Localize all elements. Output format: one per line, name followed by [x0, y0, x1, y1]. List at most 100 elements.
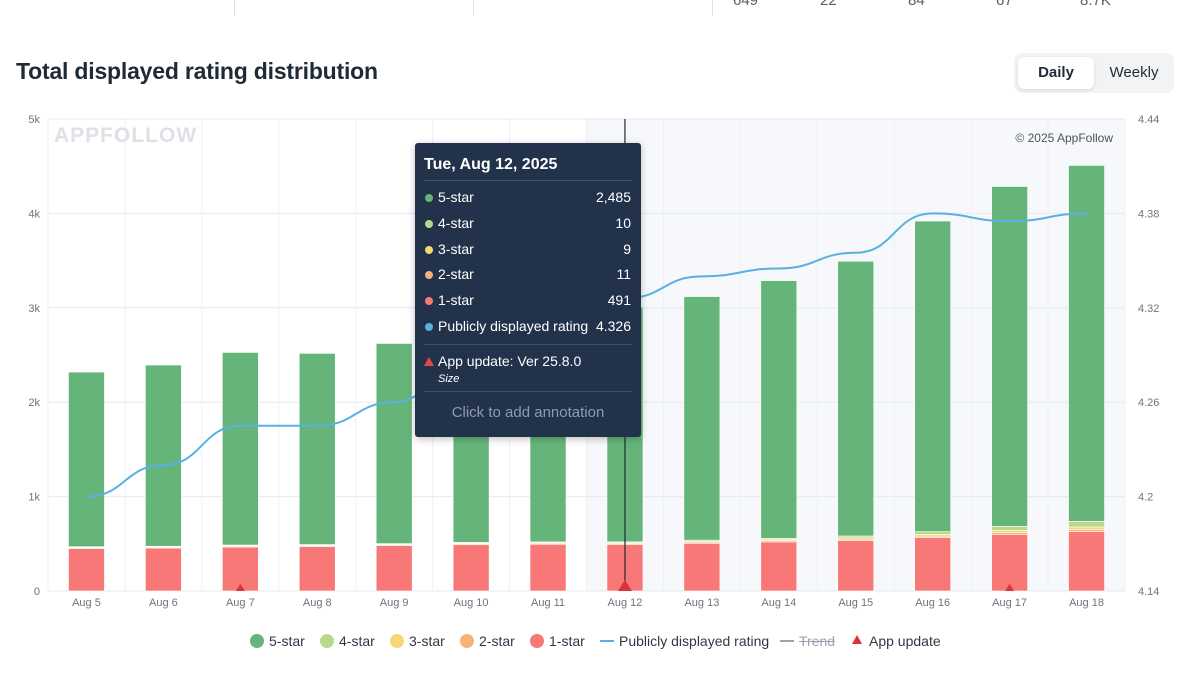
bar-segment-1-star[interactable]: [298, 546, 336, 592]
y-left-tick-label: 1k: [28, 492, 40, 504]
app-update-marker[interactable]: [617, 579, 632, 591]
bar-segment-4-star[interactable]: [914, 531, 951, 535]
weekly-toggle-button[interactable]: Weekly: [1109, 64, 1159, 81]
tooltip-value: 10: [615, 214, 631, 231]
summary-value: 649: [733, 0, 759, 9]
bar-segment-1-star[interactable]: [68, 548, 105, 592]
bar-segment-3-star[interactable]: [1068, 526, 1105, 530]
x-tick-label: Aug 16: [915, 597, 950, 609]
tooltip-label: 5-star: [438, 189, 474, 205]
summary-value: 22: [820, 0, 837, 9]
bar-segment-1-star[interactable]: [375, 545, 413, 592]
legend-line-swatch: [780, 640, 794, 642]
tooltip-value: 4.326: [595, 317, 631, 334]
tooltip-row-3-star: 3-star 9: [424, 237, 632, 263]
series-dot: [425, 194, 433, 202]
bar-segment-5-star[interactable]: [1068, 165, 1105, 522]
bar-segment-1-star[interactable]: [145, 547, 182, 592]
bar-segment-5-star[interactable]: [68, 371, 105, 548]
watermark: APPFOLLOW: [54, 124, 197, 147]
app-update-icon: [852, 635, 862, 644]
bar-segment-1-star[interactable]: [760, 541, 798, 592]
tooltip-value: 491: [607, 292, 631, 309]
summary-divider: [234, 0, 235, 16]
bar-segment-5-star[interactable]: [991, 186, 1028, 527]
y-left-tick-label: 5k: [28, 114, 40, 126]
chart-title: Total displayed rating distribution: [16, 58, 378, 84]
x-tick-label: Aug 17: [992, 597, 1027, 609]
tooltip-row-rating: Publicly displayed rating 4.326: [424, 314, 632, 340]
legend-label: Trend: [799, 633, 836, 649]
bar-segment-1-star[interactable]: [914, 537, 951, 592]
x-tick-label: Aug 11: [531, 597, 565, 609]
tooltip-row-4-star: 4-star 10: [424, 211, 632, 237]
bar-segment-1-star[interactable]: [222, 546, 259, 592]
series-dot: [425, 245, 433, 254]
tooltip-value: 2,485: [595, 189, 631, 205]
chart-legend: 5-star 4-star 3-star 2-star 1-star Publi…: [0, 631, 1200, 651]
bar-segment-5-star[interactable]: [683, 296, 721, 541]
legend-label: Publicly displayed rating: [619, 633, 770, 649]
bar-segment-5-star[interactable]: [298, 353, 336, 545]
bar-segment-3-star[interactable]: [991, 530, 1028, 533]
legend-item-rating[interactable]: Publicly displayed rating: [600, 631, 769, 651]
tooltip-label: 1-star: [438, 292, 474, 309]
summary-value: 67: [996, 0, 1013, 9]
legend-item-2-star[interactable]: 2-star: [460, 631, 515, 651]
bar-segment-1-star[interactable]: [991, 534, 1028, 592]
bar-segment-5-star[interactable]: [375, 343, 413, 544]
bar-segment-4-star[interactable]: [991, 526, 1028, 531]
bar-segment-5-star[interactable]: [837, 260, 875, 537]
daily-toggle-button[interactable]: Daily: [1018, 57, 1094, 89]
x-tick-label: Aug 10: [454, 597, 489, 609]
bar-segment-4-star[interactable]: [1068, 521, 1105, 528]
chart-tooltip: Tue, Aug 12, 2025 5-star 2,485 4-star 10 3…: [415, 143, 641, 437]
series-dot: [425, 322, 433, 331]
legend-swatch: [320, 634, 334, 648]
legend-item-trend[interactable]: Trend: [780, 631, 835, 651]
series-dot: [425, 271, 433, 280]
summary-divider: [473, 0, 474, 16]
legend-label: 4-star: [339, 633, 375, 649]
legend-item-1-star[interactable]: 1-star: [530, 631, 585, 651]
legend-item-app-update[interactable]: App update: [850, 631, 941, 651]
legend-label: 1-star: [549, 633, 585, 649]
y-right-tick-label: 4.26: [1138, 397, 1159, 409]
period-toggle: Daily Weekly: [1014, 53, 1174, 93]
tooltip-date: Tue, Aug 12, 2025: [424, 143, 632, 181]
tooltip-row-1-star: 1-star 491: [424, 288, 632, 314]
bar-segment-1-star[interactable]: [452, 544, 490, 592]
add-annotation-button[interactable]: Click to add annotation: [451, 403, 605, 421]
bar-segment-1-star[interactable]: [837, 540, 875, 592]
tooltip-label: Publicly displayed rating: [438, 317, 589, 334]
y-right-tick-label: 4.14: [1138, 586, 1159, 598]
y-left-tick-label: 0: [34, 586, 40, 598]
legend-swatch: [460, 634, 474, 648]
bar-segment-5-star[interactable]: [222, 352, 259, 546]
bar-segment-5-star[interactable]: [760, 280, 798, 539]
bar-segment-1-star[interactable]: [683, 543, 721, 592]
bar-segment-1-star[interactable]: [1068, 531, 1105, 592]
summary-divider: [712, 0, 713, 16]
legend-item-3-star[interactable]: 3-star: [390, 631, 445, 651]
tooltip-app-update: App update: Ver 25.8.0: [424, 353, 632, 369]
app-update-marker[interactable]: [1005, 583, 1015, 591]
legend-item-5-star[interactable]: 5-star: [250, 631, 305, 651]
x-tick-label: Aug 7: [226, 597, 255, 609]
app-update-marker[interactable]: [235, 583, 245, 591]
bar-segment-1-star[interactable]: [529, 543, 567, 592]
x-tick-label: Aug 14: [761, 597, 796, 609]
y-right-tick-label: 4.2: [1138, 492, 1153, 504]
legend-label: 5-star: [269, 633, 305, 649]
y-left-tick-label: 2k: [28, 397, 40, 409]
bar-segment-5-star[interactable]: [145, 364, 182, 547]
legend-item-4-star[interactable]: 4-star: [320, 631, 375, 651]
tooltip-label: 4-star: [438, 214, 474, 231]
bar-segment-5-star[interactable]: [914, 220, 951, 532]
tooltip-label: 3-star: [438, 240, 474, 257]
y-left-tick-label: 3k: [28, 303, 40, 315]
tooltip-row-2-star: 2-star 11: [424, 262, 632, 288]
x-tick-label: Aug 15: [838, 597, 873, 609]
y-right-tick-label: 4.44: [1138, 114, 1159, 126]
y-left-tick-label: 4k: [28, 208, 40, 220]
